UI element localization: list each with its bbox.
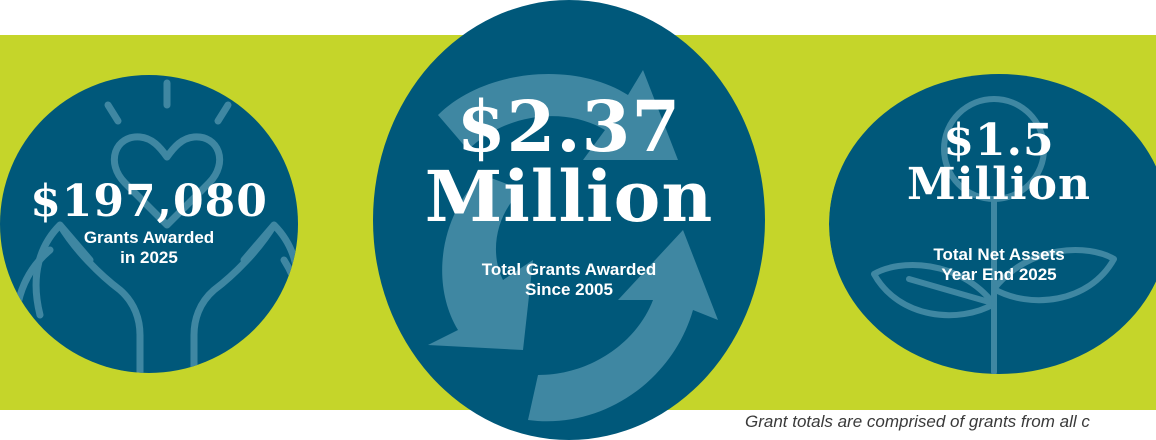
footnote: Grant totals are comprised of grants fro…	[745, 412, 1090, 431]
hands-heart-icon	[12, 79, 298, 373]
stat-circle-total-grants: $2.37 Million Total Grants Awarded Since…	[373, 0, 765, 440]
stat-value: $197,080	[30, 176, 268, 227]
stat-value-line1: $1.5	[943, 115, 1055, 166]
stat-value-line1: $2.37	[456, 85, 682, 168]
stat-label-line1: Total Net Assets	[933, 245, 1065, 264]
arrows-cycle-icon	[428, 70, 718, 422]
stat-circle-net-assets: $1.5 Million Total Net Assets Year End 2…	[829, 74, 1156, 374]
stat-label-line2: in 2025	[120, 248, 178, 267]
stat-label-line1: Grants Awarded	[83, 228, 215, 247]
stat-circle-grants-2025: $197,080 Grants Awarded in 2025	[0, 75, 298, 373]
plant-coin-icon	[871, 96, 1117, 374]
stat-label-line2: Year End 2025	[941, 265, 1057, 284]
stat-label-line1: Total Grants Awarded	[481, 260, 657, 279]
stat-value-line2: Million	[907, 159, 1091, 210]
stat-label-line2: Since 2005	[525, 280, 613, 299]
stat-value-line2: Million	[424, 155, 714, 238]
